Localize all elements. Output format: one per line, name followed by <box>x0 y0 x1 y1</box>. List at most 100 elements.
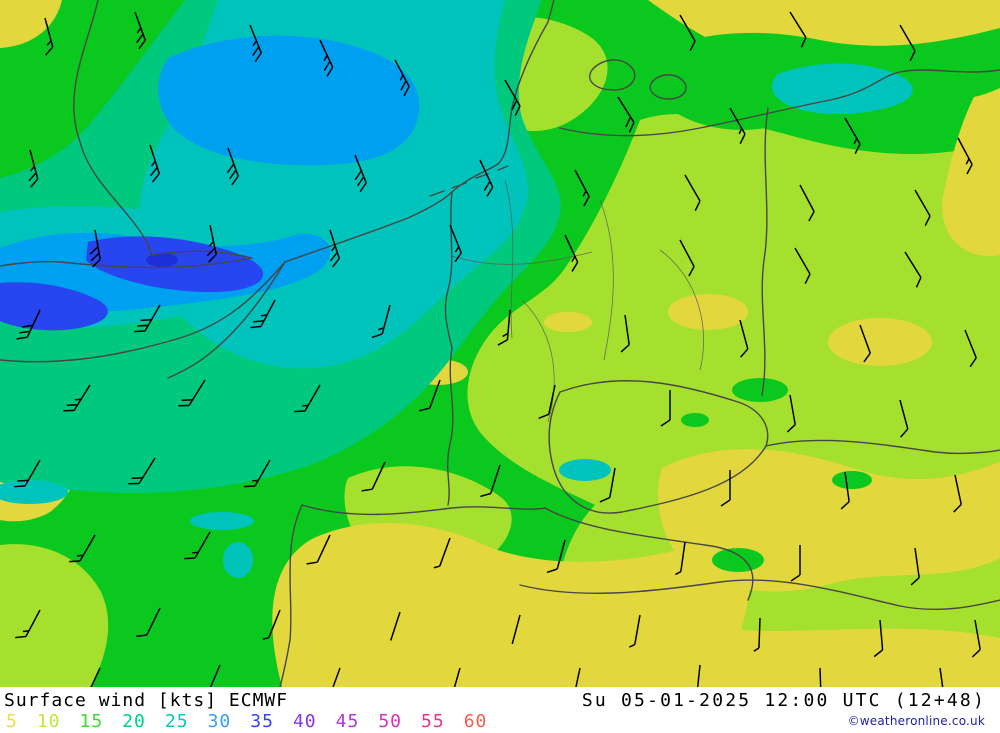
borders-states <box>451 179 704 423</box>
wind-barb <box>28 149 39 188</box>
wind-barb <box>44 17 54 56</box>
wind-barb <box>786 394 796 433</box>
wind-barb <box>971 619 981 658</box>
wind-barb <box>294 384 321 413</box>
wind-barb <box>873 619 884 658</box>
wind-barb <box>497 309 511 346</box>
legend-value-30: 30 <box>207 711 232 732</box>
wind-barb <box>844 117 861 155</box>
wind-barb <box>899 24 916 62</box>
wind-barb <box>546 539 566 574</box>
wind-barb <box>840 471 850 510</box>
wind-barb <box>128 457 156 485</box>
legend-scale: 5 10 15 20 25 30 35 40 45 50 55 60 <box>6 711 487 732</box>
map-datetime: Su 05-01-2025 12:00 UTC (12+48) <box>581 690 986 711</box>
wind-barb <box>504 79 521 117</box>
wind-barb <box>479 159 494 197</box>
wind-barb <box>789 11 807 48</box>
wind-barb <box>684 174 701 212</box>
wind-barb <box>480 464 501 498</box>
wind-barb <box>319 39 334 77</box>
legend-value-45: 45 <box>335 711 360 732</box>
wind-barb <box>451 667 461 687</box>
wind-barb <box>69 534 96 563</box>
wind-barb <box>249 24 262 63</box>
wind-barb <box>16 309 41 340</box>
wind-barb <box>675 541 686 576</box>
wind-barb <box>964 329 977 368</box>
wind-barb <box>910 547 920 586</box>
wind-barb <box>207 664 221 687</box>
wind-barb <box>859 324 871 363</box>
wind-barb <box>86 667 101 687</box>
copyright-label: ©weatheronline.co.uk <box>847 714 985 728</box>
wind-barb <box>538 384 556 420</box>
wind-barb <box>433 537 451 569</box>
wind-barb <box>753 617 761 652</box>
legend-value-25: 25 <box>164 711 189 732</box>
wind-barb <box>149 144 160 183</box>
wind-barb <box>89 229 101 268</box>
wind-barb <box>306 534 331 565</box>
region-royalblue-35-40kt <box>0 236 264 331</box>
wind-barb <box>419 379 441 412</box>
legend-value-35: 35 <box>250 711 274 732</box>
map-title: Surface wind [kts] ECMWF <box>4 690 288 711</box>
legend-value-10: 10 <box>36 711 61 732</box>
wind-barb <box>794 247 811 285</box>
wind-barb <box>134 304 161 333</box>
wind-barb <box>449 224 462 263</box>
wind-barb <box>244 459 271 488</box>
wind-barb <box>953 474 962 513</box>
wind-barb <box>819 667 822 687</box>
wind-barb <box>136 607 161 638</box>
borders-coastlines <box>0 0 1000 687</box>
wind-barb <box>904 251 922 288</box>
wind-barb <box>899 399 909 438</box>
wind-barb <box>628 614 641 648</box>
wind-barb <box>390 611 401 641</box>
wind-barb <box>184 531 211 560</box>
map-title-model: ECMWF <box>228 690 289 711</box>
wind-barb <box>720 470 731 507</box>
wind-barb <box>206 224 217 263</box>
wind-barb <box>394 59 410 97</box>
wind-barb <box>660 390 671 427</box>
wind-barb <box>599 467 616 503</box>
wind-barb <box>799 184 815 222</box>
wind-barb <box>250 299 276 329</box>
footer-bar: Surface wind [kts] ECMWF Su 05-01-2025 1… <box>0 687 1000 733</box>
wind-barb <box>957 137 973 175</box>
legend-value-20: 20 <box>122 711 146 732</box>
wind-barb <box>14 459 41 488</box>
wind-barb <box>329 667 341 687</box>
wind-barb <box>361 461 386 492</box>
map-title-parameter: Surface wind <box>4 690 147 711</box>
wind-barb <box>939 667 945 687</box>
legend-value-55: 55 <box>421 711 445 732</box>
wind-barb <box>739 319 749 358</box>
wind-barb <box>696 664 701 687</box>
wind-barb <box>262 609 281 640</box>
wind-barb <box>679 239 695 277</box>
wind-barb <box>178 379 206 407</box>
wind-map <box>0 0 1000 687</box>
legend-value-5: 5 <box>6 711 18 732</box>
wind-barb <box>914 189 931 227</box>
wind-barb <box>226 147 239 186</box>
wind-barb <box>354 154 367 193</box>
wind-barb <box>617 96 635 133</box>
wind-barb <box>573 667 581 687</box>
wind-barb <box>679 14 696 52</box>
footer-row-title: Surface wind [kts] ECMWF Su 05-01-2025 1… <box>0 690 1000 711</box>
wind-barb <box>564 234 579 272</box>
map-title-units: [kts] <box>157 690 218 711</box>
wind-barb <box>620 314 630 353</box>
wind-barb <box>15 609 41 639</box>
wind-barb <box>729 107 746 145</box>
wind-barb <box>134 11 146 50</box>
wind-barb <box>63 384 91 412</box>
legend-value-40: 40 <box>292 711 317 732</box>
wind-barb <box>329 229 340 268</box>
